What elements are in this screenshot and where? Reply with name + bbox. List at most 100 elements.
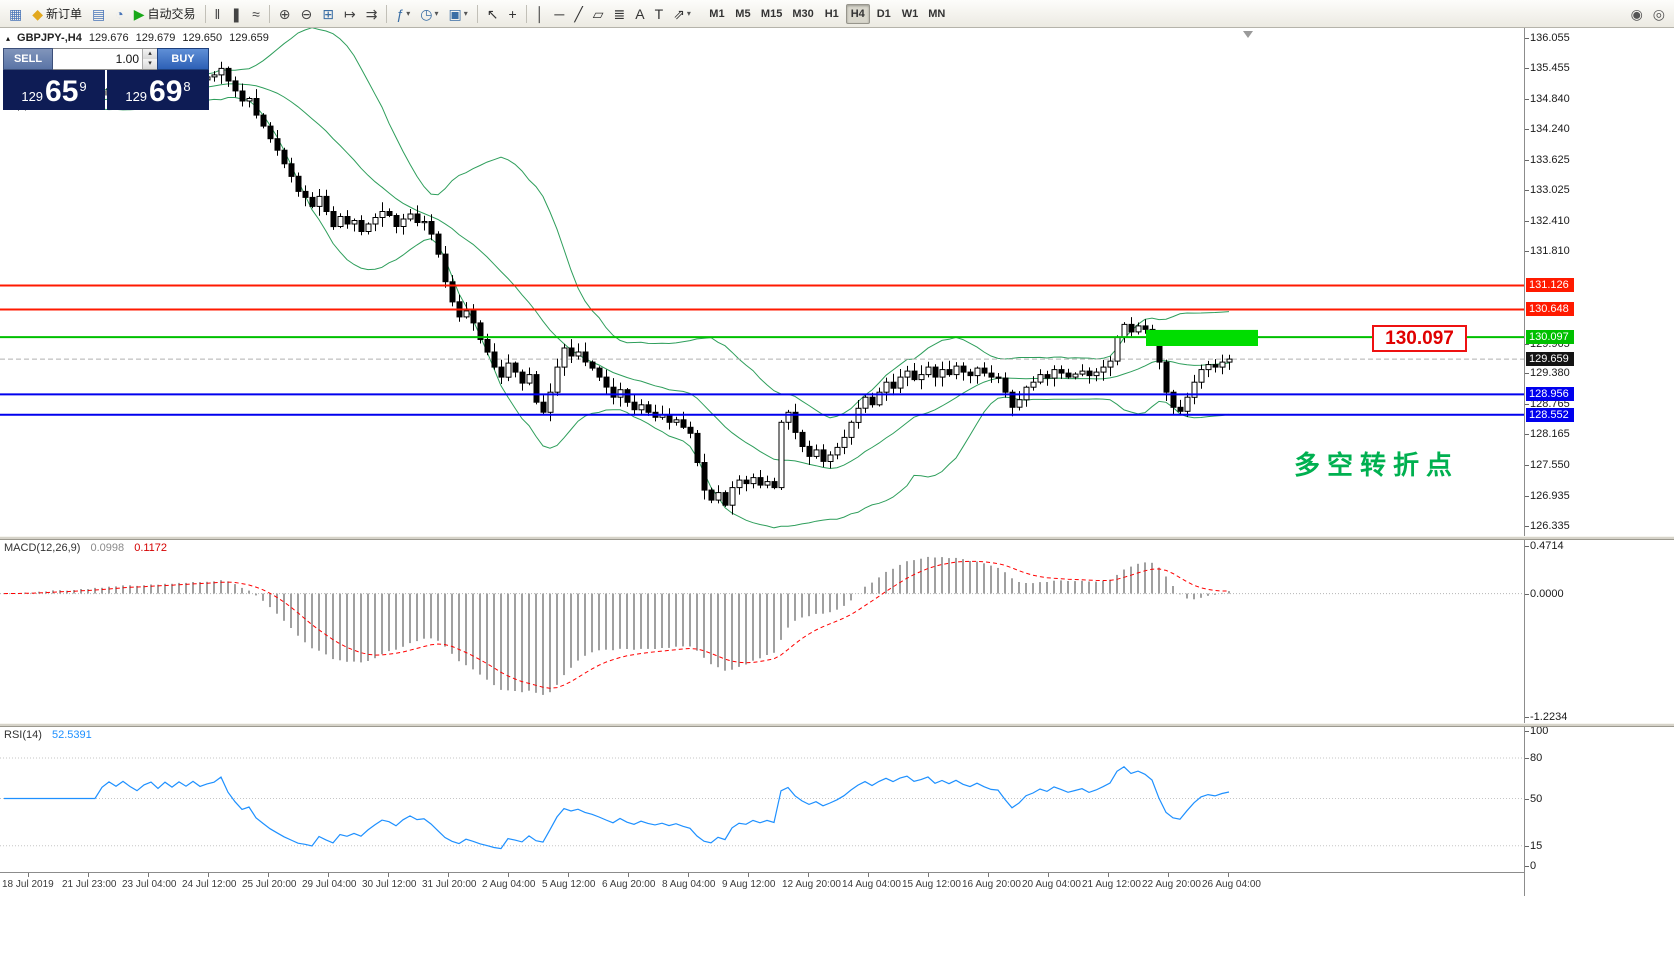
indicators-button[interactable]: ƒ ▾: [392, 3, 414, 25]
toolbar-separator: [476, 4, 478, 23]
search-button[interactable]: ◉: [1627, 3, 1647, 25]
arrows-button[interactable]: ⇗ ▾: [669, 3, 695, 25]
dropdown-arrow-icon: ▾: [434, 9, 439, 18]
zoom-in-button[interactable]: ⊕: [275, 3, 295, 25]
volume-field: ▴ ▾: [53, 48, 157, 70]
profiles-button[interactable]: ◔: [111, 3, 127, 25]
fibonacci-button[interactable]: ≣: [610, 3, 630, 25]
trendline-button[interactable]: ╱: [570, 3, 586, 25]
scale-tick-mark: [1525, 99, 1529, 100]
open-chart-button[interactable]: ▤: [88, 3, 109, 25]
timeframe-button-h4[interactable]: H4: [845, 3, 870, 24]
timeframe-button-m5[interactable]: M5: [735, 7, 751, 20]
candlestick-chart-button[interactable]: ❚: [226, 3, 246, 25]
timeframe-button-w1[interactable]: W1: [901, 7, 919, 20]
new-order-button[interactable]: ◆ 新订单: [28, 3, 86, 25]
new-order-button-label: 新订单: [46, 7, 83, 21]
symbol-name: GBPJPY-,H4: [17, 32, 82, 44]
macd-scale-label: 0.0000: [1530, 587, 1564, 600]
macd-chart[interactable]: [0, 540, 1524, 723]
price-level-tag: 131.126: [1526, 278, 1574, 293]
time-label: 21 Jul 23:00: [62, 879, 117, 890]
zoom-in-icon: ⊕: [278, 5, 291, 22]
chart-shift-button[interactable]: ⇉: [362, 3, 382, 25]
time-label: 25 Jul 20:00: [242, 879, 297, 890]
scale-tick-mark: [1525, 593, 1529, 595]
toolbar-buttons: ▦ ◆ 新订单 ▤ ◔ ▶ 自动交易 ‖ ❚ ≈ ⊕ ⊖ ⊞ ↦ ⇉ ƒ ▾ ◷ ▾ ▣ ▾ ↖ + │ ─ ╱ ▱ ≣ A T ⇗ ▾: [4, 3, 696, 25]
crosshair-button[interactable]: +: [504, 3, 520, 25]
timeframe-button-mn[interactable]: MN: [928, 7, 946, 20]
scale-tick-mark: [1525, 221, 1529, 222]
scale-tick-mark: [1525, 758, 1529, 759]
cursor-button[interactable]: ↖: [483, 3, 503, 25]
volume-decrease-button[interactable]: ▾: [143, 59, 157, 69]
new-order-icon: ◆: [32, 5, 44, 22]
symbol-info: ▴ GBPJPY-,H4 129.676 129.679 129.650 129…: [6, 32, 269, 44]
tile-windows-button[interactable]: ⊞: [318, 3, 338, 25]
auto-scroll-button[interactable]: ↦: [340, 3, 360, 25]
price-chart[interactable]: [0, 28, 1524, 536]
time-axis[interactable]: 18 Jul 2019 21 Jul 23:00 23 Jul 04:00 24 Ju…: [0, 872, 1674, 896]
time-tick-mark: [628, 873, 629, 877]
scale-tick-mark: [1525, 373, 1529, 375]
periods-button[interactable]: ◷ ▾: [416, 3, 442, 25]
toolbar-separator: [525, 4, 527, 23]
sell-price-prefix: 129: [21, 89, 44, 104]
toolbar-separator: [386, 4, 388, 23]
panel-splitter-rsi[interactable]: [0, 723, 1674, 727]
sell-price-display[interactable]: 129 65 9: [3, 70, 105, 110]
templates-button[interactable]: ▣ ▾: [444, 3, 471, 25]
scale-tick-mark: [1525, 38, 1529, 39]
zoom-out-button[interactable]: ⊖: [296, 3, 316, 25]
text-label-icon: T: [654, 5, 664, 22]
time-tick-mark: [1048, 873, 1049, 877]
indicators-icon: ƒ: [396, 5, 405, 22]
price-tick-label: 136.055: [1530, 32, 1570, 44]
timeframe-button-m30[interactable]: M30: [792, 7, 814, 20]
scale-tick-mark: [1525, 160, 1529, 161]
time-tick-mark: [1228, 873, 1229, 877]
toolbar-separator: [268, 4, 270, 23]
scale-tick-mark: [1525, 731, 1529, 732]
rsi-scale-label: 0: [1530, 860, 1537, 872]
text-button[interactable]: A: [631, 3, 648, 25]
turning-point-annotation: 多空转折点: [1294, 450, 1460, 480]
price-tick-label: 133.625: [1530, 154, 1570, 166]
rsi-chart[interactable]: [0, 727, 1524, 872]
rsi-scale-label: 50: [1530, 792, 1543, 805]
buy-button[interactable]: BUY: [157, 48, 209, 70]
line-chart-button[interactable]: ≈: [248, 3, 264, 25]
buy-price-display[interactable]: 129 69 8: [107, 70, 209, 110]
time-tick-mark: [808, 873, 809, 877]
price-tick-label: 134.840: [1530, 93, 1570, 105]
channel-button[interactable]: ▱: [589, 3, 608, 25]
vertical-line-button[interactable]: │: [532, 3, 549, 25]
chart-shift-marker[interactable]: [1243, 31, 1253, 38]
timeframe-button-d1[interactable]: D1: [876, 7, 891, 20]
time-tick-mark: [208, 873, 209, 877]
volume-increase-button[interactable]: ▴: [143, 49, 157, 59]
price-scale[interactable]: 136.055 135.455 134.840 134.240 133.625 133.0…: [1524, 28, 1674, 896]
horizontal-line-button[interactable]: ─: [550, 3, 568, 25]
channel-icon: ▱: [592, 5, 604, 22]
bar-chart-button[interactable]: ‖: [211, 3, 225, 25]
macd-label-row: MACD(12,26,9) 0.0998 0.1172: [4, 542, 167, 554]
label-button[interactable]: T: [651, 3, 668, 25]
new-chart-button[interactable]: ▦: [5, 3, 26, 25]
time-label: 30 Jul 12:00: [362, 879, 417, 890]
timeframe-button-h1[interactable]: H1: [824, 7, 839, 20]
scale-tick-mark: [1525, 68, 1529, 70]
time-tick-mark: [88, 873, 89, 877]
autotrading-button[interactable]: ▶ 自动交易: [130, 3, 200, 25]
time-label: 15 Aug 12:00: [902, 879, 961, 890]
profiles-icon: ◔: [115, 5, 124, 22]
sell-button[interactable]: SELL: [3, 48, 53, 70]
horizontal-line-icon: ─: [554, 5, 565, 22]
volume-input[interactable]: [53, 49, 142, 69]
timeframe-button-m1[interactable]: M1: [709, 7, 725, 20]
symbol-search-button[interactable]: ◎: [1649, 3, 1669, 25]
timeframe-button-m15[interactable]: M15: [760, 7, 783, 20]
time-label: 23 Jul 04:00: [122, 879, 177, 890]
panel-splitter-macd[interactable]: [0, 536, 1674, 540]
